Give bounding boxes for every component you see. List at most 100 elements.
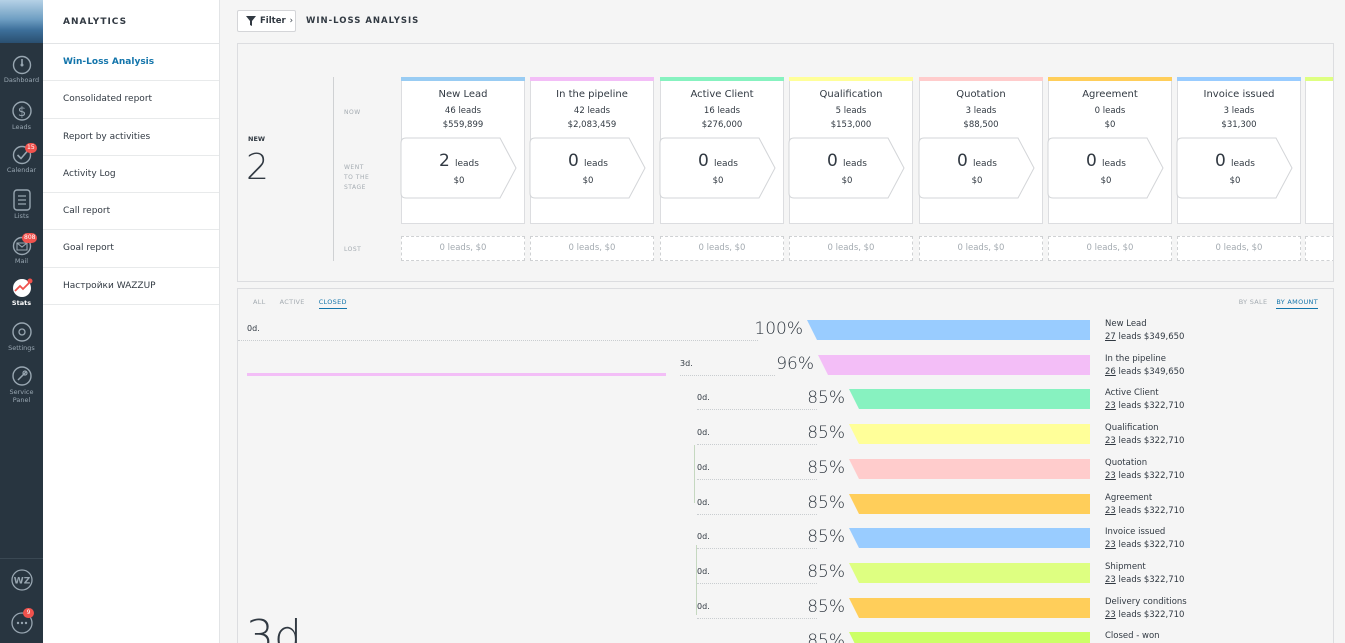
tab-closed[interactable]: CLOSED	[318, 298, 347, 309]
lost-cell[interactable]: 0 leads, $0	[1048, 236, 1172, 261]
nav-service-panel[interactable]: Service Panel	[0, 365, 43, 404]
funnel-stage-count[interactable]: 23	[1105, 540, 1116, 550]
stage-card[interactable]: Agreement 0 leads $0 0 leads $0	[1047, 77, 1172, 224]
went-amount: $0	[841, 176, 853, 186]
row-divider	[333, 77, 334, 261]
funnel-stage-count[interactable]: 23	[1105, 401, 1116, 411]
funnel-percent: 85%	[807, 527, 845, 547]
nav-wazzup[interactable]: WZ	[0, 569, 43, 591]
nav-dashboard[interactable]: Dashboard	[0, 55, 43, 84]
funnel-bar[interactable]	[849, 389, 1090, 409]
went-count[interactable]: 2 leads	[402, 151, 516, 171]
funnel-bar[interactable]	[849, 494, 1090, 514]
submenu-item-wazzup-settings[interactable]: Настройки WAZZUP	[43, 268, 219, 306]
lost-cell[interactable]: 0 leads, $0	[660, 236, 784, 261]
tab-by-sale[interactable]: BY SALE	[1238, 298, 1268, 306]
went-count[interactable]: 0 leads	[1178, 151, 1292, 171]
went-count[interactable]: 0 leads	[920, 151, 1034, 171]
stage-amount: $276,000	[701, 120, 743, 130]
nav-settings[interactable]: Settings	[0, 321, 43, 352]
funnel-bar[interactable]	[849, 598, 1090, 618]
nav-lists[interactable]: Lists	[0, 189, 43, 220]
funnel-bar[interactable]	[849, 632, 1090, 643]
submenu-item-call-report[interactable]: Call report	[43, 193, 219, 231]
funnel-bar[interactable]	[849, 424, 1090, 444]
stage-card[interactable]: Quotation 3 leads $88,500 0 leads $0	[918, 77, 1043, 224]
stage-card[interactable]: Qualification 5 leads $153,000 0 leads $0	[788, 77, 913, 224]
nav-leads[interactable]: $ Leads	[0, 100, 43, 131]
stage-card[interactable]: Invoice issued 3 leads $31,300 0 leads $0	[1176, 77, 1301, 224]
funnel-bar[interactable]	[818, 355, 1090, 375]
lost-cell[interactable]: 0 leads, $0	[789, 236, 913, 261]
funnel-bar[interactable]	[849, 528, 1090, 548]
went-count[interactable]: 0 leads	[790, 151, 904, 171]
funnel-bar[interactable]	[807, 320, 1090, 340]
submenu-item-win-loss[interactable]: Win-Loss Analysis	[43, 44, 219, 82]
lists-icon	[12, 189, 31, 211]
funnel-stage-count[interactable]: 23	[1105, 575, 1116, 585]
stage-leads[interactable]: 0 leads	[1094, 106, 1126, 116]
funnel-bar[interactable]	[849, 459, 1090, 479]
new-count[interactable]: 2	[246, 147, 269, 188]
funnel-stage-count[interactable]: 27	[1105, 332, 1116, 342]
stage-card-partial[interactable]	[1305, 77, 1333, 224]
stage-card[interactable]: New Lead 46 leads $559,899 2 leads $0	[400, 77, 525, 224]
went-arrow-shape	[659, 137, 776, 199]
nav-stats[interactable]: Stats	[0, 278, 43, 307]
nav-leads-label: Leads	[11, 123, 31, 131]
stage-name: Invoice issued	[1203, 89, 1275, 100]
stage-leads[interactable]: 5 leads	[835, 106, 867, 116]
funnel-stage-name: Shipment	[1105, 562, 1146, 572]
stage-color-bar	[530, 77, 654, 81]
submenu-item-goal-report[interactable]: Goal report	[43, 230, 219, 268]
stage-leads[interactable]: 42 leads	[573, 106, 611, 116]
lost-cell-partial[interactable]	[1305, 236, 1333, 261]
lost-cell[interactable]: 0 leads, $0	[1177, 236, 1301, 261]
submenu-item-activity-log[interactable]: Activity Log	[43, 156, 219, 194]
went-leads-word: leads	[972, 159, 997, 169]
stage-leads[interactable]: 46 leads	[444, 106, 482, 116]
funnel-percent: 85%	[807, 562, 845, 582]
funnel-stage-amount: leads $322,710	[1115, 436, 1185, 446]
funnel-stage-count[interactable]: 23	[1105, 610, 1116, 620]
stage-card[interactable]: Active Client 16 leads $276,000 0 leads $0	[659, 77, 784, 224]
stage-card[interactable]: In the pipeline 42 leads $2,083,459 0 leads…	[529, 77, 654, 224]
mail-badge: 808	[22, 233, 38, 243]
lost-cell[interactable]: 0 leads, $0	[919, 236, 1043, 261]
submenu-item-consolidated[interactable]: Consolidated report	[43, 81, 219, 119]
stage-duration: 0d.	[697, 567, 710, 576]
went-amount: $0	[582, 176, 594, 186]
stage-name: In the pipeline	[556, 89, 628, 100]
tab-all[interactable]: ALL	[253, 298, 266, 306]
nav-mail[interactable]: 808 Mail	[0, 233, 43, 265]
nav-chat[interactable]: 9	[0, 608, 43, 634]
funnel-stage-count[interactable]: 23	[1105, 436, 1116, 446]
funnel-stage-count[interactable]: 23	[1105, 506, 1116, 516]
funnel-stage-label: Qualification 23 leads $322,710	[1105, 422, 1184, 448]
funnel-stage-count[interactable]: 26	[1105, 367, 1116, 377]
funnel-stage-count[interactable]: 23	[1105, 471, 1116, 481]
lost-cell[interactable]: 0 leads, $0	[401, 236, 525, 261]
went-arrow-shape	[1047, 137, 1164, 199]
duration-guide-line	[680, 375, 775, 376]
stage-leads[interactable]: 3 leads	[965, 106, 997, 116]
went-count-value: 0	[827, 151, 838, 171]
nav-calendar[interactable]: 15 Calendar	[0, 143, 43, 174]
lost-cell[interactable]: 0 leads, $0	[530, 236, 654, 261]
went-count[interactable]: 0 leads	[531, 151, 645, 171]
stage-color-bar	[660, 77, 784, 81]
account-avatar[interactable]	[0, 0, 43, 43]
tab-by-amount[interactable]: BY AMOUNT	[1276, 298, 1318, 309]
stage-leads[interactable]: 3 leads	[1223, 106, 1255, 116]
duration-guide-line	[697, 409, 817, 410]
funnel-bar[interactable]	[849, 563, 1090, 583]
filter-button[interactable]: Filter ›	[237, 10, 296, 32]
went-count[interactable]: 0 leads	[1049, 151, 1163, 171]
stage-leads[interactable]: 16 leads	[703, 106, 741, 116]
submenu-item-activities[interactable]: Report by activities	[43, 119, 219, 156]
went-count[interactable]: 0 leads	[661, 151, 775, 171]
stage-name: Agreement	[1082, 89, 1138, 100]
funnel-percent: 85%	[807, 493, 845, 513]
mail-icon	[12, 236, 31, 256]
tab-active[interactable]: ACTIVE	[279, 298, 305, 306]
